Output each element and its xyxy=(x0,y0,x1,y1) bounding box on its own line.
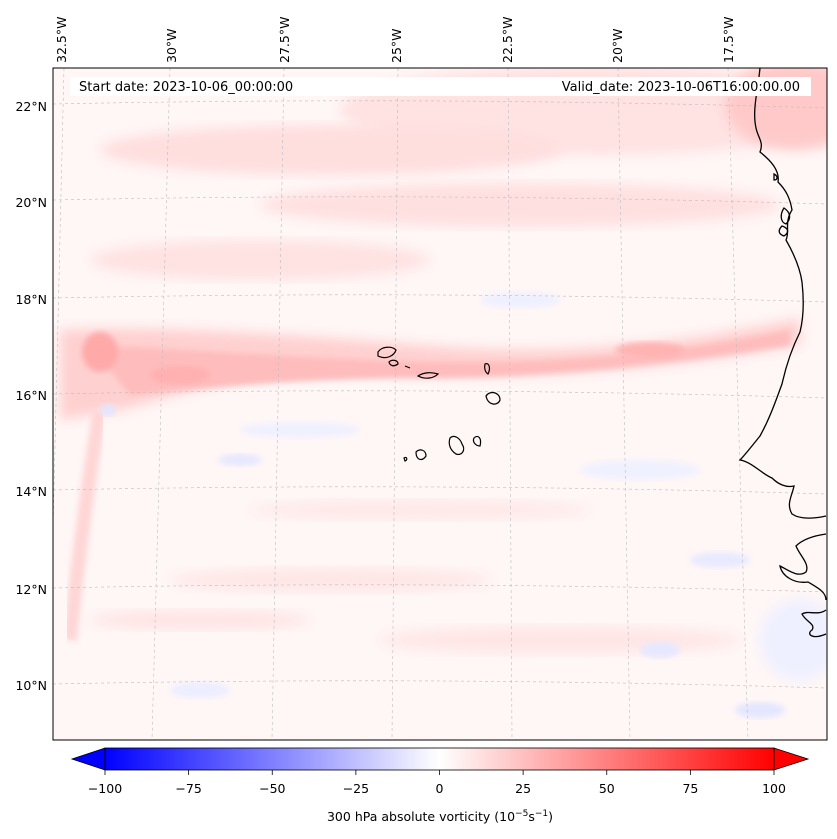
island-santa-luzia xyxy=(404,365,411,369)
island-brava xyxy=(403,456,408,462)
island-fogo xyxy=(415,449,427,461)
island-sao-vicente xyxy=(388,359,399,367)
map-panel: Start date: 2023-10-06_00:00:00 Valid_da… xyxy=(52,67,828,741)
colorbar-tick-labels: −100 −75 −50 −25 0 25 50 75 100 xyxy=(88,781,786,796)
lon-label-32-5w: 32.5°W xyxy=(54,17,69,63)
island-boa-vista xyxy=(485,391,501,405)
island-sao-nicolau xyxy=(416,372,440,379)
valid-date-label: Valid_date: 2023-10-06T16:00:00.00 xyxy=(562,80,800,95)
colorbar-label-main: 300 hPa absolute vorticity (10 xyxy=(327,809,515,824)
lat-label-18n: 18°N xyxy=(15,292,47,307)
cb-tick-label: −50 xyxy=(259,781,285,796)
lat-label-14n: 14°N xyxy=(15,484,47,499)
cb-tick-label: 25 xyxy=(515,781,531,796)
lon-label-27-5w: 27.5°W xyxy=(277,17,292,63)
cb-tick-label: 75 xyxy=(682,781,698,796)
colorbar-label-exp1: −5 xyxy=(515,809,528,819)
graticule xyxy=(53,68,827,740)
colorbar-label-exp2: −1 xyxy=(535,809,548,819)
longitude-labels: 32.5°W 30°W 27.5°W 25°W 22.5°W 20°W 17.5… xyxy=(54,17,736,63)
cb-tick-label: −25 xyxy=(343,781,369,796)
colorbar-gradient xyxy=(104,747,775,771)
colorbar-extend-max xyxy=(773,747,810,771)
latitude-labels: 22°N 20°N 18°N 16°N 14°N 12°N 10°N xyxy=(15,99,47,693)
lat-label-22n: 22°N xyxy=(15,99,47,114)
cb-tick-label: 100 xyxy=(762,781,786,796)
header-box xyxy=(70,77,811,96)
colorbar: −100 −75 −50 −25 0 25 50 75 100 300 hPa … xyxy=(70,747,810,824)
lat-label-10n: 10°N xyxy=(15,678,47,693)
island-sal xyxy=(484,363,491,375)
start-date-label: Start date: 2023-10-06_00:00:00 xyxy=(79,80,293,95)
island-maio xyxy=(472,435,482,447)
island-santo-antao xyxy=(377,346,397,359)
lat-label-16n: 16°N xyxy=(15,388,47,403)
lon-label-22-5w: 22.5°W xyxy=(500,17,515,63)
lon-label-20w: 20°W xyxy=(610,28,625,63)
colorbar-extend-min xyxy=(70,747,106,771)
colorbar-label-close: ) xyxy=(548,809,553,824)
cb-tick-label: 50 xyxy=(599,781,615,796)
lon-label-25w: 25°W xyxy=(389,28,404,63)
africa-coastline xyxy=(738,68,827,638)
cb-tick-label: −100 xyxy=(88,781,122,796)
cb-tick-label: 0 xyxy=(436,781,444,796)
lat-label-20n: 20°N xyxy=(15,195,47,210)
vorticity-field xyxy=(60,68,827,718)
lon-label-30w: 30°W xyxy=(164,28,179,63)
lon-label-17-5w: 17.5°W xyxy=(721,17,736,63)
island-santiago xyxy=(448,435,465,455)
colorbar-label: 300 hPa absolute vorticity (10−5s−1) xyxy=(327,809,553,824)
lat-label-12n: 12°N xyxy=(15,582,47,597)
colorbar-ticks xyxy=(104,770,775,775)
coastline xyxy=(738,68,827,638)
cb-tick-label: −75 xyxy=(175,781,201,796)
cape-verde-islands xyxy=(377,346,501,462)
map-frame xyxy=(52,67,828,741)
colorbar-label-mid: s xyxy=(528,809,535,824)
